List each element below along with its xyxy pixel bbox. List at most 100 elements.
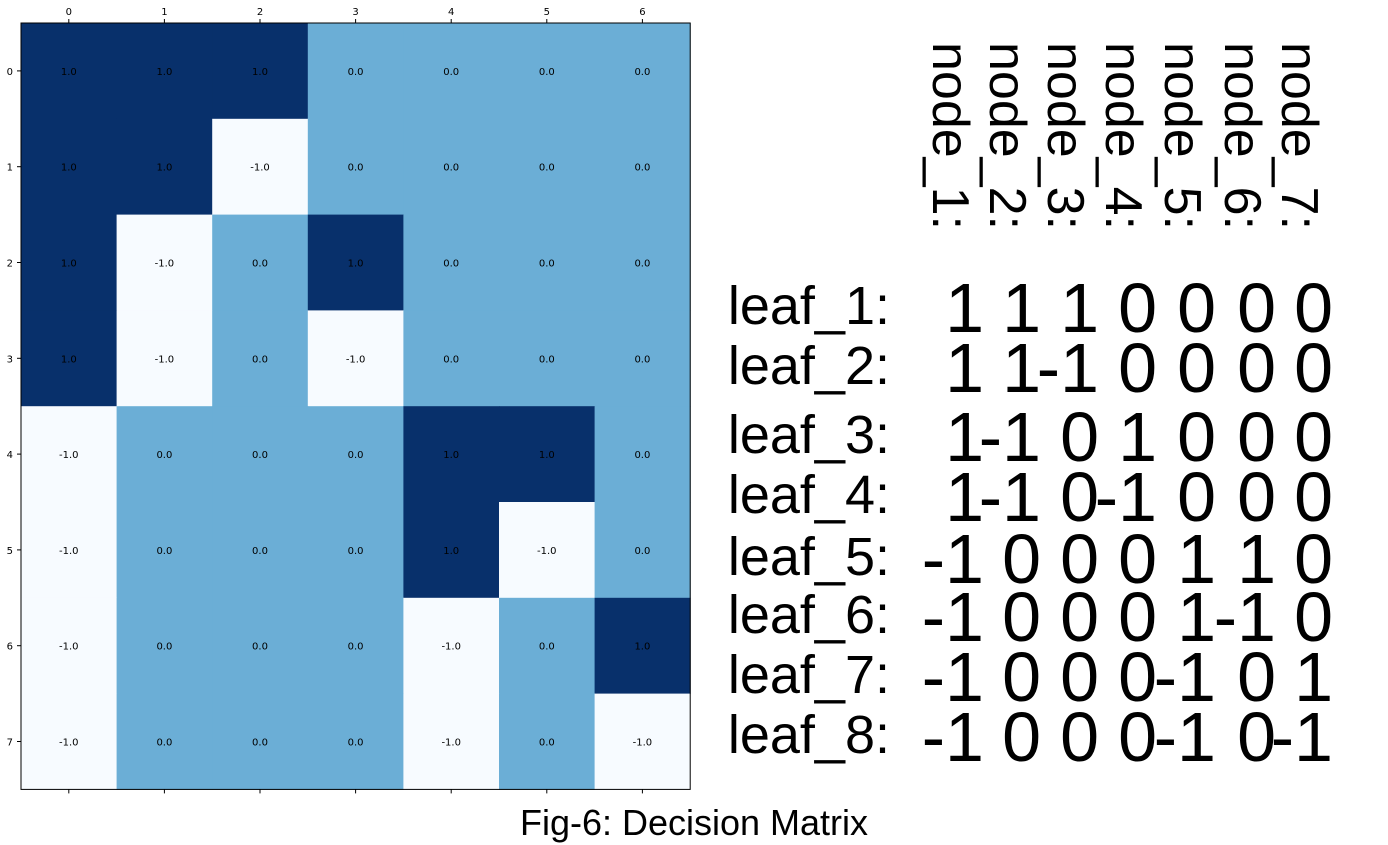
matrix-value: 0 (1177, 398, 1216, 476)
heatmap-cell (403, 214, 500, 311)
heatmap-cell (116, 406, 213, 503)
heatmap-cell-label: -1.0 (155, 259, 175, 270)
matrix-value: 1 (945, 398, 984, 476)
heatmap-cell-label: 0.0 (156, 546, 172, 557)
matrix-value: 0 (1237, 698, 1276, 776)
heatmap-cell-label: 0.0 (634, 546, 650, 557)
heatmap-cell (212, 23, 309, 120)
matrix-value: 1 (1002, 329, 1041, 407)
heatmap-cell (499, 23, 596, 120)
heatmap-cell-label: 0.0 (443, 354, 459, 365)
heatmap-cell-label: 1.0 (156, 163, 172, 174)
heatmap-cell-label: -1.0 (59, 738, 79, 749)
heatmap-cell-label: 0.0 (539, 259, 555, 270)
heatmap-chart: 1.0 1.0 1.0 0.0 0.0 0.0 0.0 1.0 1.0 -1.0 0.0 0.0 0.0… (7, 7, 691, 794)
x-tick-label: 5 (544, 7, 550, 18)
matrix-value: 1 (1294, 638, 1333, 716)
heatmap-cell (116, 597, 213, 695)
heatmap-cell-label: -1.0 (155, 354, 175, 365)
heatmap-cell (21, 310, 118, 407)
figure-caption: Fig-6: Decision Matrix (519, 802, 869, 843)
heatmap-cell (594, 693, 691, 790)
matrix-value: -1 (1214, 578, 1276, 656)
heatmap-cell (307, 118, 404, 216)
heatmap-cell-label: 0.0 (634, 450, 650, 461)
heatmap-cell (212, 214, 309, 311)
heatmap-cell (21, 597, 118, 695)
column-label-node: node_4: (1094, 42, 1152, 230)
heatmap-cell-label: 0.0 (252, 450, 268, 461)
x-tick-label: 3 (352, 7, 358, 18)
matrix-value: 0 (1237, 398, 1276, 476)
matrix-value: 0 (1237, 329, 1276, 407)
row-label-leaf: leaf_6: (728, 585, 890, 645)
matrix-value: -1 (1095, 458, 1157, 536)
matrix-value: 0 (1060, 520, 1099, 598)
matrix-value: 0 (1294, 329, 1333, 407)
heatmap-cell-label: 1.0 (443, 546, 459, 557)
matrix-value: 1 (1060, 269, 1099, 347)
matrix-value: 0 (1294, 578, 1333, 656)
heatmap-cell (403, 23, 500, 120)
matrix-value: 0 (1060, 398, 1099, 476)
heatmap-cell (307, 214, 404, 311)
x-tick-label: 4 (448, 7, 454, 18)
heatmap-cell-label: 0.0 (156, 738, 172, 749)
heatmap-cell (307, 597, 404, 695)
heatmap-cell (403, 597, 500, 695)
row-label-leaf: leaf_4: (728, 465, 890, 525)
heatmap-cell (116, 502, 213, 599)
matrix-value: -1 (922, 638, 984, 716)
heatmap-cell (403, 693, 500, 790)
heatmap-cell (403, 406, 500, 503)
heatmap-cell (594, 118, 691, 216)
row-label-leaf: leaf_8: (728, 705, 890, 765)
matrix-value: -1 (979, 398, 1041, 476)
heatmap-cell-label: 0.0 (156, 450, 172, 461)
row-label-leaf: leaf_5: (728, 527, 890, 587)
heatmap-cell (403, 310, 500, 407)
heatmap-cell (594, 406, 691, 503)
column-label-node: node_2: (978, 42, 1036, 230)
heatmap-cell (307, 406, 404, 503)
matrix-value: 1 (1177, 578, 1216, 656)
heatmap-cell-label: 1.0 (634, 642, 650, 653)
heatmap-cell (307, 502, 404, 599)
y-tick-label: 4 (7, 450, 13, 461)
matrix-value: 0 (1118, 520, 1157, 598)
heatmap-cell-label: 0.0 (443, 163, 459, 174)
matrix-value: 0 (1118, 578, 1157, 656)
matrix-value: 0 (1118, 698, 1157, 776)
heatmap-cell (116, 118, 213, 216)
matrix-value: -1 (979, 458, 1041, 536)
heatmap-cell-label: -1.0 (59, 642, 79, 653)
matrix-value: -1 (1154, 698, 1216, 776)
matrix-value: -1 (1154, 638, 1216, 716)
y-tick-label: 2 (7, 259, 13, 270)
column-label-node: node_1: (921, 42, 979, 230)
heatmap-cell (499, 597, 596, 695)
matrix-value: 1 (1177, 520, 1216, 598)
heatmap-cell-label: 1.0 (61, 354, 77, 365)
heatmap-cell (499, 502, 596, 599)
heatmap-cell (307, 23, 404, 120)
x-tick-label: 0 (66, 7, 72, 18)
matrix-value: 0 (1002, 578, 1041, 656)
matrix-value: 0 (1237, 638, 1276, 716)
y-tick-label: 0 (7, 67, 13, 78)
heatmap-cell-label: 0.0 (539, 738, 555, 749)
heatmap-cell-label: -1.0 (346, 354, 366, 365)
heatmap-cell-label: 0.0 (634, 259, 650, 270)
matrix-value: -1 (922, 578, 984, 656)
heatmap-cell-label: 0.0 (348, 450, 364, 461)
heatmap-cell-label: 0.0 (634, 163, 650, 174)
heatmap-cell (116, 693, 213, 790)
y-tick-label: 3 (7, 354, 13, 365)
heatmap-cell (21, 118, 118, 216)
matrix-value: 0 (1002, 698, 1041, 776)
matrix-value: 1 (945, 269, 984, 347)
heatmap-cell-label: 0.0 (539, 354, 555, 365)
heatmap-cell-label: -1.0 (441, 642, 461, 653)
y-tick-label: 1 (7, 163, 13, 174)
x-tick-label: 6 (639, 7, 645, 18)
